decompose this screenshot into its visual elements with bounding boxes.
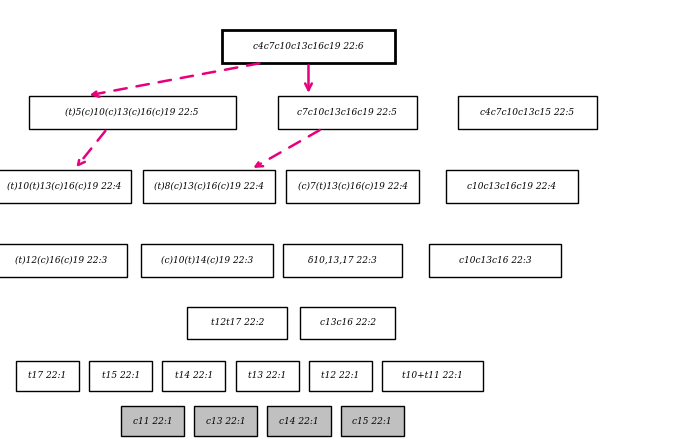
FancyBboxPatch shape xyxy=(278,96,416,129)
Text: t10+t11 22:1: t10+t11 22:1 xyxy=(402,371,463,380)
FancyBboxPatch shape xyxy=(446,169,578,203)
Text: c11 22:1: c11 22:1 xyxy=(133,417,172,426)
FancyBboxPatch shape xyxy=(236,361,298,391)
Text: t14 22:1: t14 22:1 xyxy=(175,371,213,380)
FancyBboxPatch shape xyxy=(141,243,273,277)
FancyBboxPatch shape xyxy=(163,361,225,391)
FancyBboxPatch shape xyxy=(29,96,236,129)
FancyBboxPatch shape xyxy=(267,406,331,436)
FancyBboxPatch shape xyxy=(286,169,418,203)
Text: c15 22:1: c15 22:1 xyxy=(353,417,392,426)
FancyBboxPatch shape xyxy=(382,361,483,391)
FancyBboxPatch shape xyxy=(16,361,79,391)
Text: t17 22:1: t17 22:1 xyxy=(28,371,66,380)
FancyBboxPatch shape xyxy=(458,96,597,129)
Text: c13 22:1: c13 22:1 xyxy=(206,417,245,426)
Text: δ10,13,17 22:3: δ10,13,17 22:3 xyxy=(308,256,377,265)
FancyBboxPatch shape xyxy=(121,406,184,436)
Text: (c)10(t)14(c)19 22:3: (c)10(t)14(c)19 22:3 xyxy=(161,256,253,265)
Text: t12t17 22:2: t12t17 22:2 xyxy=(211,318,264,327)
Text: (t)8(c)13(c)16(c)19 22:4: (t)8(c)13(c)16(c)19 22:4 xyxy=(154,182,264,191)
Text: c13c16 22:2: c13c16 22:2 xyxy=(320,318,376,327)
FancyBboxPatch shape xyxy=(283,243,401,277)
FancyBboxPatch shape xyxy=(341,406,404,436)
FancyBboxPatch shape xyxy=(89,361,152,391)
FancyBboxPatch shape xyxy=(0,169,131,203)
FancyBboxPatch shape xyxy=(222,30,395,63)
FancyBboxPatch shape xyxy=(428,243,561,277)
Text: c10c13c16 22:3: c10c13c16 22:3 xyxy=(458,256,532,265)
Text: (c)7(t)13(c)16(c)19 22:4: (c)7(t)13(c)16(c)19 22:4 xyxy=(298,182,407,191)
Text: c14 22:1: c14 22:1 xyxy=(279,417,319,426)
FancyBboxPatch shape xyxy=(142,169,275,203)
Text: (t)5(c)10(c)13(c)16(c)19 22:5: (t)5(c)10(c)13(c)16(c)19 22:5 xyxy=(66,108,199,117)
Text: c4c7c10c13c16c19 22:6: c4c7c10c13c16c19 22:6 xyxy=(253,42,364,51)
Text: (t)12(c)16(c)19 22:3: (t)12(c)16(c)19 22:3 xyxy=(15,256,107,265)
Text: t13 22:1: t13 22:1 xyxy=(248,371,286,380)
Text: (t)10(t)13(c)16(c)19 22:4: (t)10(t)13(c)16(c)19 22:4 xyxy=(7,182,121,191)
FancyBboxPatch shape xyxy=(300,307,395,339)
Text: t12 22:1: t12 22:1 xyxy=(321,371,359,380)
FancyBboxPatch shape xyxy=(187,307,287,339)
Text: t15 22:1: t15 22:1 xyxy=(102,371,140,380)
Text: c10c13c16c19 22:4: c10c13c16c19 22:4 xyxy=(467,182,557,191)
FancyBboxPatch shape xyxy=(309,361,372,391)
Text: c4c7c10c13c15 22:5: c4c7c10c13c15 22:5 xyxy=(481,108,574,117)
Text: c7c10c13c16c19 22:5: c7c10c13c16c19 22:5 xyxy=(297,108,397,117)
FancyBboxPatch shape xyxy=(195,406,258,436)
FancyBboxPatch shape xyxy=(0,243,127,277)
